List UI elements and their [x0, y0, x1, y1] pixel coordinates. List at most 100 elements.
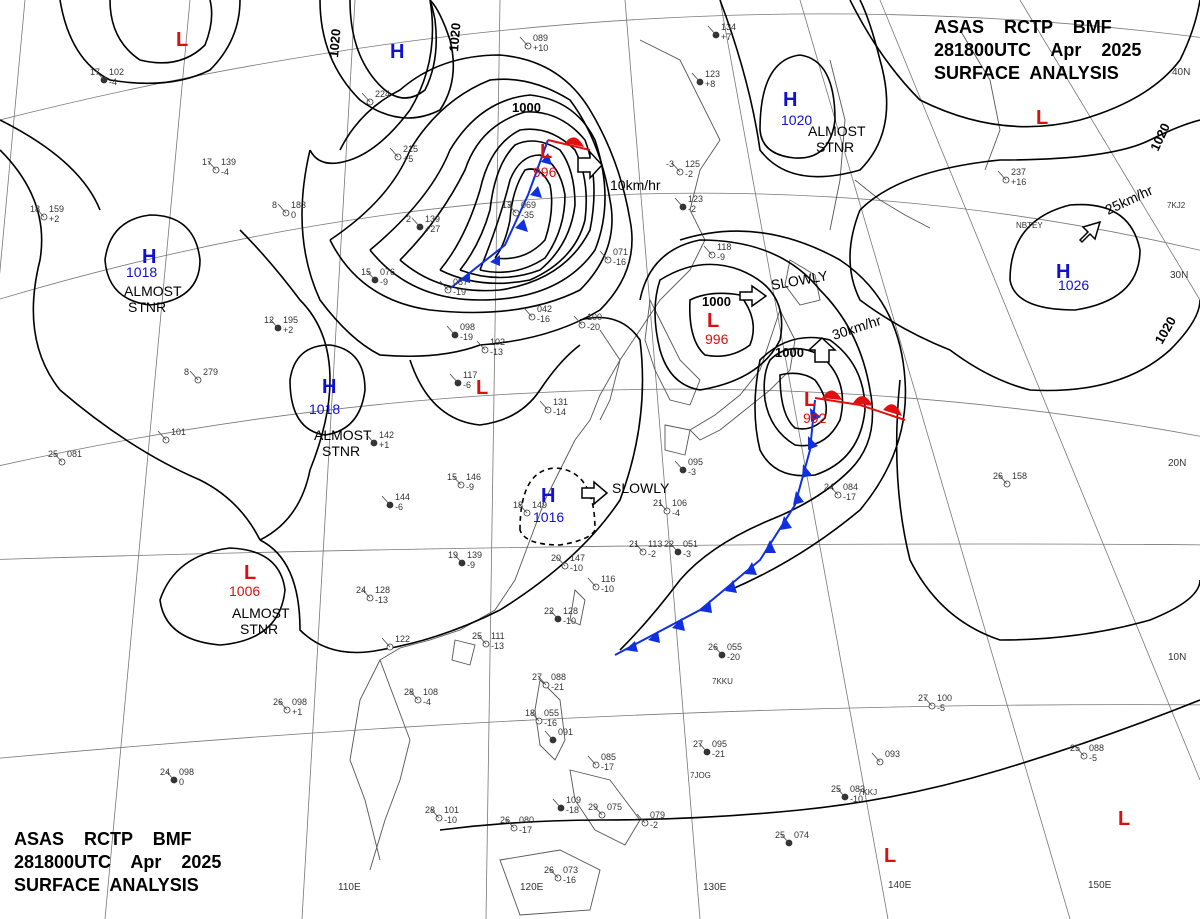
station-plot: 109-18	[552, 795, 581, 815]
header-line: 281800UTC Apr 2025	[934, 40, 1142, 60]
russia-coast	[639, 39, 721, 141]
station-plot: 118-9	[703, 242, 731, 262]
wind-barb-icon	[636, 813, 646, 824]
station-pressure: 159	[49, 204, 64, 214]
header-line: SURFACE ANALYSIS	[934, 63, 1119, 83]
station-plot: 117-6	[449, 370, 477, 390]
wind-barb-icon	[871, 752, 881, 763]
map-header-bottom: ASAS RCTP BMF 281800UTC Apr 2025 SURFACE A…	[14, 828, 221, 897]
station-temp: 17	[202, 157, 212, 167]
korea	[644, 298, 701, 406]
station-tendency: -5	[1089, 753, 1097, 763]
isobars	[0, 0, 1200, 831]
station-plot: 26 080-17	[500, 815, 534, 835]
isobar	[0, 119, 101, 211]
station-plot: 079-2	[636, 810, 665, 830]
station-plot: 101	[157, 427, 186, 444]
station-pressure: 075	[607, 802, 622, 812]
station-tendency: -4	[221, 167, 229, 177]
wind-barb-icon	[923, 696, 933, 707]
station-pressure: 144	[395, 492, 410, 502]
coastlines	[349, 29, 1001, 916]
station-plot: 237+16	[997, 167, 1026, 187]
wind-barb-icon	[587, 755, 597, 766]
wind-barb-icon	[523, 307, 533, 318]
station-pressure: 088	[1089, 743, 1104, 753]
station-temp: 21	[653, 498, 663, 508]
kamchatka	[959, 29, 1001, 171]
graticule-labels: 110E 120E 130E 140E 150E 40N 30N 20N 10N	[338, 67, 1190, 893]
header-line: ASAS RCTP BMF	[934, 17, 1112, 37]
isobar	[754, 336, 866, 477]
wind-barb-icon	[519, 36, 529, 47]
station-tendency: -10	[570, 563, 583, 573]
station-tendency: -17	[519, 825, 532, 835]
low-center-icon: L	[707, 310, 719, 332]
station-pressure: 098	[460, 322, 475, 332]
station-temp: 24	[356, 585, 366, 595]
center-note: ALMOST STNR	[808, 123, 869, 155]
station-plot: 091	[544, 727, 573, 744]
station-pressure: 076	[380, 267, 395, 277]
station-tendency: -4	[423, 697, 431, 707]
station-tendency: 0	[179, 777, 184, 787]
station-temp: 15	[447, 472, 457, 482]
wind-barb-icon	[836, 787, 846, 798]
taiwan	[569, 589, 586, 626]
lat-label: 20N	[1168, 458, 1186, 469]
station-tendency: -13	[490, 347, 503, 357]
station-pressure: 079	[650, 810, 665, 820]
isobar	[59, 0, 241, 85]
station-tendency: +1	[292, 707, 302, 717]
low-center-icon: L	[804, 389, 816, 411]
philippines-luzon	[534, 679, 566, 761]
station-tendency: -17	[601, 762, 614, 772]
center-low: L 996	[533, 141, 557, 180]
station-tendency: -21	[712, 749, 725, 759]
center-value: 1026	[1058, 277, 1089, 293]
isobar	[719, 0, 888, 178]
motion-label: SLOWLY	[770, 267, 830, 293]
cold-front-pip	[810, 408, 821, 422]
wind-barb-icon	[389, 147, 399, 158]
station-pressure: 100	[937, 693, 952, 703]
station-plot: -3 125-2	[666, 159, 700, 179]
station-pressure: 074	[794, 830, 809, 840]
wind-barb-icon	[449, 373, 459, 384]
center-value: 1020	[781, 112, 812, 128]
cold-front-pip	[648, 631, 660, 643]
kuril	[854, 179, 931, 229]
center-value: 1018	[126, 264, 157, 280]
center-note-line: ALMOST	[124, 283, 182, 299]
station-pressure: 142	[379, 430, 394, 440]
station-plot: 17 102-4	[90, 67, 124, 87]
motion-arrow-icon	[1078, 220, 1102, 244]
station-pressure: 116	[601, 574, 615, 584]
china-coast	[349, 139, 721, 861]
wind-barb-icon	[556, 556, 566, 567]
parallel	[0, 704, 1200, 759]
cold-front-pip	[672, 618, 685, 631]
isobar	[0, 149, 261, 541]
station-pressure: 098	[292, 697, 307, 707]
isobar	[519, 467, 596, 546]
center-value: 1006	[229, 583, 260, 599]
station-pressure: 081	[67, 449, 82, 459]
station-plot: 26 055-20	[708, 642, 742, 662]
station-pressure: 088	[551, 672, 566, 682]
lat-label: 10N	[1168, 652, 1186, 663]
station-tendency: -13	[491, 641, 504, 651]
station-temp: -3	[666, 159, 674, 169]
station-temp: 25	[1070, 743, 1080, 753]
station-temp: 25	[472, 631, 482, 641]
station-pressure: 147	[570, 553, 585, 563]
motion-label: SLOWLY	[612, 480, 670, 496]
station-tendency: 0	[291, 210, 296, 220]
lon-label: 130E	[703, 882, 727, 893]
wind-barb-icon	[381, 495, 391, 506]
isobar-labels: 1020 1020 1000 1000 1000 1020 1020	[326, 22, 1179, 360]
meridian	[799, 0, 1071, 919]
station-pressure: 055	[727, 642, 742, 652]
